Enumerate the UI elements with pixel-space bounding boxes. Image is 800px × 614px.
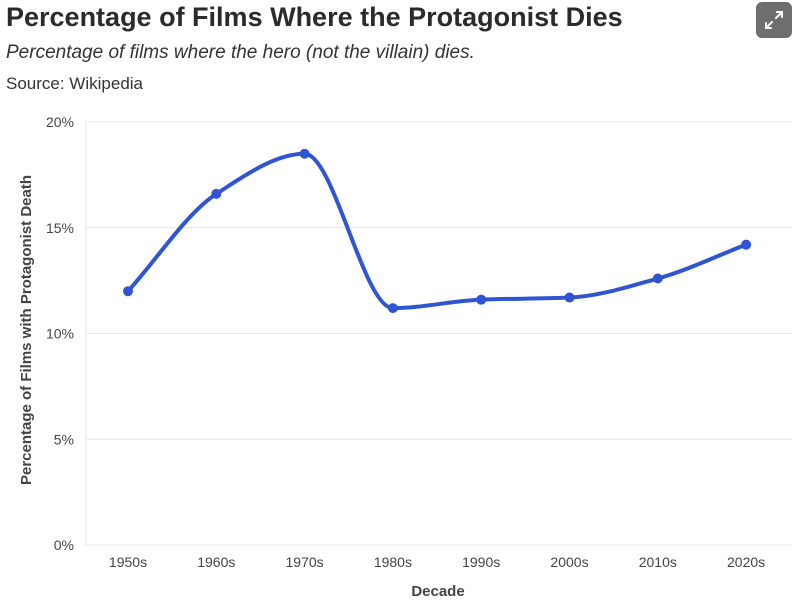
- x-axis-title: Decade: [411, 583, 464, 600]
- grid-lines: [85, 121, 792, 546]
- page-subtitle: Percentage of films where the hero (not …: [6, 42, 475, 63]
- data-point[interactable]: [123, 286, 133, 297]
- page-title: Percentage of Films Where the Protagonis…: [6, 2, 623, 32]
- x-tick-label: 2020s: [727, 554, 765, 570]
- source-note: Source: Wikipedia: [6, 74, 144, 93]
- data-point[interactable]: [741, 239, 752, 250]
- data-point[interactable]: [652, 273, 663, 284]
- y-tick-label: 0%: [54, 537, 74, 553]
- y-axis-title: Percentage of Films with Protagonist Dea…: [18, 175, 35, 485]
- x-tick-label: 2000s: [550, 554, 588, 570]
- x-axis-ticks: 1950s 1960s 1970s 1980s 1990s 2000s 2010s 2020s: [109, 554, 765, 570]
- data-point[interactable]: [211, 188, 222, 199]
- data-point[interactable]: [476, 294, 487, 305]
- y-tick-label: 15%: [46, 220, 74, 236]
- x-tick-label: 1980s: [374, 554, 412, 570]
- data-point[interactable]: [387, 303, 398, 314]
- x-tick-label: 1990s: [462, 554, 500, 570]
- expand-button[interactable]: [756, 2, 792, 38]
- data-points: [123, 148, 752, 314]
- x-tick-label: 1950s: [109, 554, 147, 570]
- y-tick-label: 5%: [54, 431, 74, 447]
- y-tick-label: 10%: [46, 326, 74, 342]
- expand-icon: [765, 11, 783, 29]
- x-tick-label: 1960s: [197, 554, 235, 570]
- y-tick-label: 20%: [46, 114, 74, 130]
- x-tick-label: 1970s: [286, 554, 324, 570]
- data-point[interactable]: [564, 292, 575, 303]
- x-tick-label: 2010s: [639, 554, 677, 570]
- series-line: [126, 151, 749, 311]
- data-point[interactable]: [299, 148, 310, 159]
- y-axis-ticks: 0% 5% 10% 15% 20%: [46, 114, 74, 553]
